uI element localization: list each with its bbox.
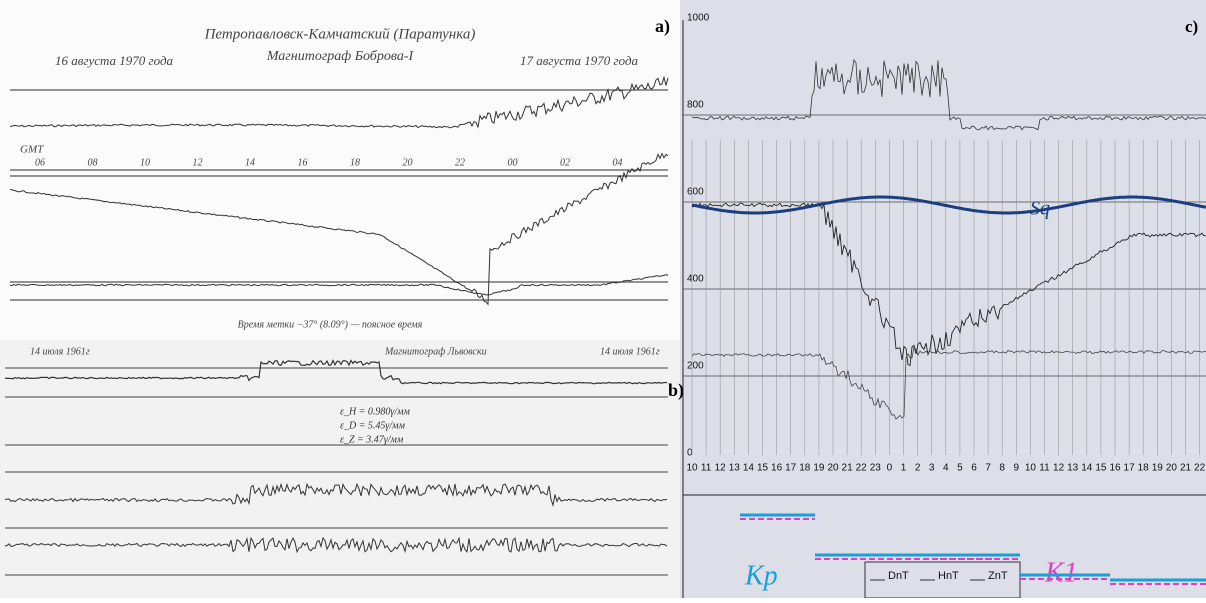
hour-label: 14	[245, 157, 255, 168]
hour-label: 21	[842, 463, 854, 474]
hour-label: 17	[785, 463, 797, 474]
panel-label: a)	[655, 16, 670, 37]
hour-label: 08	[88, 157, 98, 168]
date-right: 14 июля 1961г	[600, 346, 660, 357]
hour-label: 8	[999, 463, 1005, 474]
hour-label: 10	[1025, 463, 1037, 474]
legend-label: HnT	[938, 570, 959, 582]
hour-label: 11	[701, 463, 712, 474]
hour-label: 4	[943, 463, 949, 474]
panel-a-title: Петропавловск-Камчатский (Паратунка)	[204, 26, 476, 42]
hour-label: 15	[1095, 463, 1107, 474]
hour-label: 18	[799, 463, 811, 474]
hour-label: 13	[729, 463, 741, 474]
hour-label: 10	[686, 463, 698, 474]
hour-label: 7	[985, 463, 991, 474]
hour-label: 9	[1014, 463, 1020, 474]
panel-label: b)	[668, 380, 684, 401]
hour-label: 2	[915, 463, 921, 474]
hour-label: 19	[1152, 463, 1164, 474]
hour-label: 5	[957, 463, 963, 474]
hour-label: 06	[35, 157, 45, 168]
hour-label: 22	[455, 157, 465, 168]
hour-label: 20	[1166, 463, 1178, 474]
panel-b-baselines	[5, 367, 668, 576]
constant: ε_Z = 3.47γ/мм	[340, 434, 404, 445]
hour-label: 6	[971, 463, 977, 474]
station: Магнитограф Львовски	[384, 346, 487, 357]
hour-label: 12	[193, 157, 203, 168]
hour-label: 18	[1138, 463, 1150, 474]
hour-label: 17	[1124, 463, 1136, 474]
hour-label: 16	[298, 157, 308, 168]
legend-label: DnT	[888, 570, 909, 582]
z-trace	[9, 274, 669, 296]
c-mid-trace	[691, 202, 1206, 367]
c-lower-trace	[691, 345, 1206, 420]
hour-label: 14	[743, 463, 755, 474]
constant: ε_D = 5.45γ/мм	[340, 420, 406, 431]
hour-label: 13	[1067, 463, 1079, 474]
y-tick-label: 400	[687, 274, 704, 285]
b-trace-3	[4, 536, 668, 554]
hour-label: 3	[929, 463, 935, 474]
date-left: 14 июля 1961г	[30, 346, 90, 357]
panel-a-subtitle: Магнитограф Боброва-I	[266, 49, 415, 64]
panel-label: c)	[1185, 17, 1198, 36]
hour-label: 18	[350, 157, 360, 168]
h-trace	[9, 75, 669, 129]
hour-label: 00	[508, 157, 518, 168]
y-tick-label: 1000	[687, 13, 710, 24]
sq-curve	[691, 195, 1206, 215]
gmt-label: GMT	[20, 144, 44, 156]
hour-label: 23	[870, 463, 882, 474]
panel-c-bg	[680, 0, 1206, 598]
hour-label: 16	[771, 463, 783, 474]
hour-label: 20	[827, 463, 839, 474]
hour-label: 1	[901, 463, 907, 474]
hour-label: 16	[1109, 463, 1121, 474]
d-trace	[9, 152, 669, 306]
k1-label: K1	[1044, 557, 1078, 588]
c-upper-trace	[691, 58, 1206, 131]
hour-label: 12	[1053, 463, 1065, 474]
panel-a-baselines	[10, 89, 668, 301]
hour-label: 22	[856, 463, 868, 474]
y-tick-label: 0	[687, 448, 693, 459]
hour-label: 04	[613, 157, 623, 168]
panel-a-footer: Время метки −37° (8.09°) — поясное время	[238, 319, 423, 330]
kp-label: Kp	[744, 560, 778, 591]
constant: ε_H = 0.980γ/мм	[340, 406, 411, 417]
hour-label: 10	[140, 157, 150, 168]
y-tick-label: 800	[687, 100, 704, 111]
hour-label: 19	[813, 463, 825, 474]
hour-label: 0	[887, 463, 893, 474]
hour-label: 22	[1194, 463, 1206, 474]
date-left: 16 августа 1970 года	[55, 53, 174, 68]
y-tick-label: 200	[687, 361, 704, 372]
hour-label: 21	[1180, 463, 1192, 474]
hour-label: 20	[403, 157, 413, 168]
b-trace-1	[4, 359, 667, 385]
date-right: 17 августа 1970 года	[520, 53, 639, 68]
hour-label: 14	[1081, 463, 1093, 474]
b-trace-2	[4, 482, 668, 507]
legend-label: ZnT	[988, 570, 1008, 582]
hour-label: 12	[715, 463, 727, 474]
y-tick-label: 600	[687, 187, 704, 198]
hour-label: 02	[560, 157, 570, 168]
sq-label: Sq	[1030, 198, 1050, 220]
hour-label: 11	[1039, 463, 1050, 474]
hour-label: 15	[757, 463, 769, 474]
